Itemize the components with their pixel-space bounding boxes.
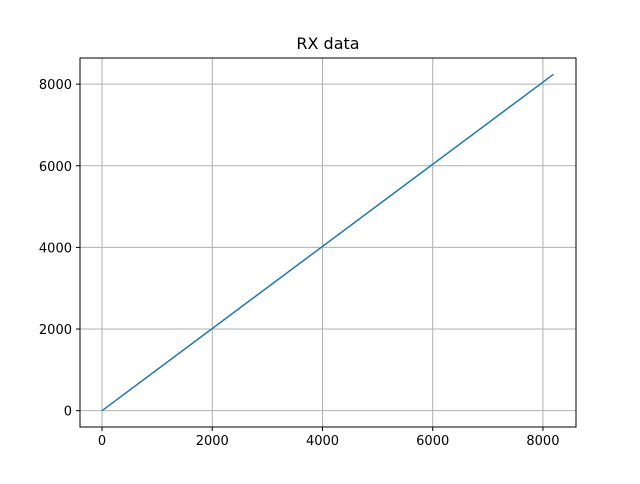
y-tick-label: 8000	[39, 78, 72, 93]
y-tick-label: 0	[64, 405, 72, 420]
series-layer	[101, 73, 554, 412]
chart-title: RX data	[296, 34, 359, 53]
plot-area-frame	[79, 57, 577, 428]
x-tick-label: 0	[98, 434, 106, 449]
x-tick-label: 2000	[196, 434, 229, 449]
x-tick-label: 8000	[526, 434, 559, 449]
grid	[80, 58, 576, 427]
y-tick-label: 4000	[39, 241, 72, 256]
series-line	[101, 73, 554, 412]
axis-ticks: 0 2000 4000 6000 8000 0 2000 4000 6000 8000	[39, 78, 560, 449]
x-tick-label: 6000	[416, 434, 449, 449]
x-tick-label: 4000	[306, 434, 339, 449]
y-tick-label: 2000	[39, 323, 72, 338]
y-tick-label: 6000	[39, 160, 72, 175]
